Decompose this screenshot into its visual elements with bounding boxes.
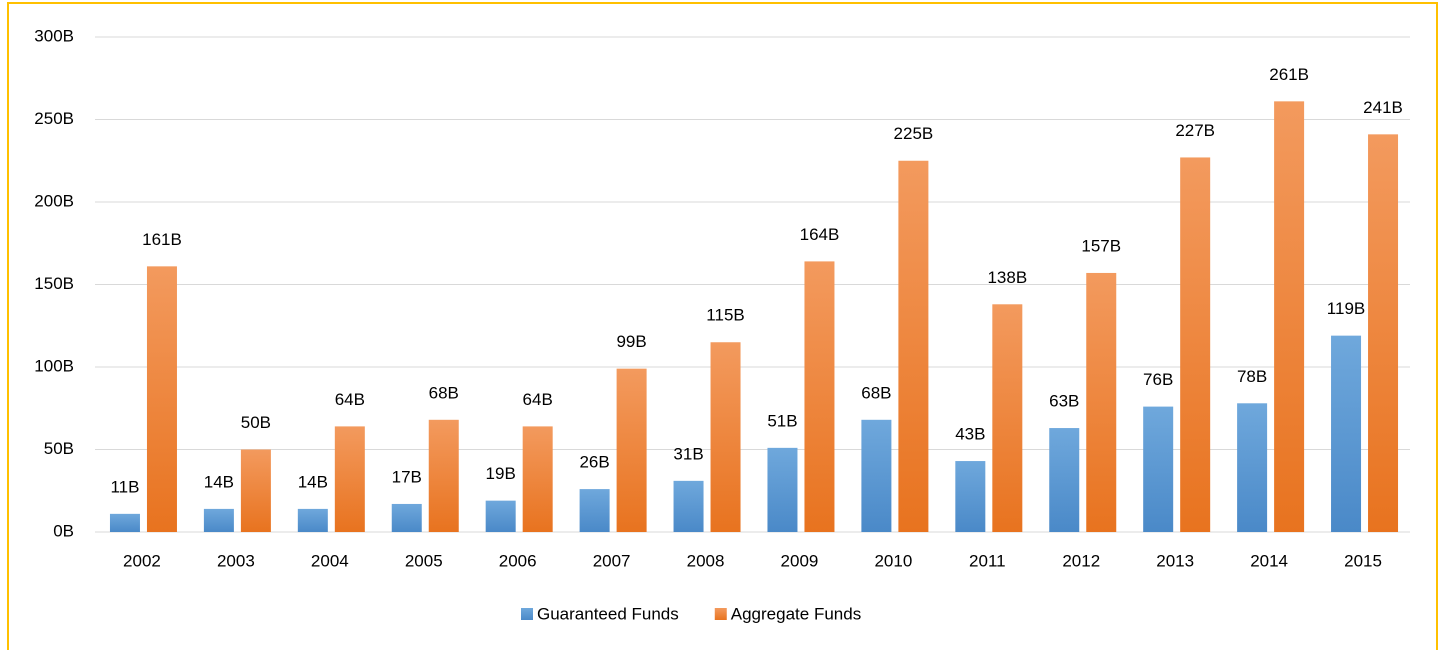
data-label: 64B: [523, 390, 553, 409]
y-tick-label: 0B: [53, 521, 74, 540]
y-tick-label: 50B: [44, 439, 74, 458]
data-label: 11B: [110, 477, 139, 496]
bar: [898, 160, 929, 532]
data-label: 43B: [955, 425, 985, 444]
data-label: 14B: [298, 472, 328, 491]
data-label: 76B: [1143, 370, 1173, 389]
frame: [7, 2, 1438, 650]
x-tick-label: 2007: [593, 551, 631, 570]
bar: [485, 500, 516, 532]
x-tick-label: 2013: [1156, 551, 1194, 570]
bar: [1331, 335, 1362, 532]
x-tick-label: 2004: [311, 551, 349, 570]
bar: [767, 447, 798, 532]
data-label: 157B: [1081, 236, 1121, 255]
y-tick-label: 100B: [34, 356, 74, 375]
bar: [334, 426, 365, 532]
bar: [579, 489, 610, 532]
data-label: 68B: [429, 383, 459, 402]
y-tick-label: 150B: [34, 274, 74, 293]
bar: [804, 261, 835, 532]
x-tick-label: 2011: [969, 551, 1006, 570]
x-tick-label: 2006: [499, 551, 537, 570]
data-label: 26B: [579, 453, 609, 472]
x-tick-label: 2003: [217, 551, 255, 570]
data-label: 78B: [1237, 367, 1267, 386]
data-label: 31B: [673, 444, 703, 463]
data-label: 115B: [706, 306, 744, 325]
bar: [240, 449, 271, 532]
bar: [616, 368, 647, 532]
bar: [146, 266, 177, 532]
bar: [955, 461, 986, 532]
data-label: 50B: [241, 413, 271, 432]
data-label: 161B: [142, 230, 182, 249]
bar: [1049, 428, 1080, 532]
data-label: 241B: [1363, 98, 1403, 117]
bar: [1143, 406, 1174, 532]
x-tick-label: 2002: [123, 551, 161, 570]
bar: [297, 508, 328, 532]
data-label: 19B: [486, 464, 516, 483]
data-label: 64B: [335, 390, 365, 409]
bar: [992, 304, 1023, 532]
bar: [1086, 272, 1117, 532]
x-tick-label: 2012: [1062, 551, 1100, 570]
y-tick-label: 200B: [34, 191, 74, 210]
data-label: 51B: [767, 411, 797, 430]
data-label: 119B: [1327, 299, 1365, 318]
y-tick-label: 300B: [34, 26, 74, 45]
bar: [1368, 134, 1399, 532]
bar: [522, 426, 553, 532]
legend-label: Guaranteed Funds: [537, 604, 679, 623]
bar: [428, 419, 459, 532]
bar: [673, 480, 704, 532]
x-tick-label: 2014: [1250, 551, 1288, 570]
legend-swatch: [714, 608, 727, 620]
data-label: 63B: [1049, 392, 1079, 411]
data-label: 261B: [1269, 65, 1309, 84]
data-label: 164B: [800, 225, 840, 244]
data-label: 68B: [861, 383, 891, 402]
x-tick-label: 2010: [874, 551, 912, 570]
legend-swatch: [521, 608, 533, 620]
x-tick-label: 2005: [405, 551, 443, 570]
data-label: 225B: [894, 124, 934, 143]
x-tick-label: 2015: [1344, 551, 1382, 570]
bar: [1237, 403, 1268, 532]
bar: [1274, 101, 1305, 532]
data-label: 138B: [987, 268, 1027, 287]
bar: [1180, 157, 1211, 532]
data-label: 99B: [616, 332, 646, 351]
bar: [391, 503, 422, 532]
data-label: 227B: [1175, 121, 1215, 140]
data-label: 17B: [392, 467, 422, 486]
bar: [710, 342, 741, 532]
bar: [861, 419, 892, 532]
x-tick-label: 2008: [687, 551, 725, 570]
x-tick-label: 2009: [781, 551, 819, 570]
bar: [203, 508, 234, 532]
legend-label: Aggregate Funds: [731, 604, 861, 623]
data-label: 14B: [204, 472, 234, 491]
bar: [109, 513, 140, 532]
y-tick-label: 250B: [34, 109, 74, 128]
